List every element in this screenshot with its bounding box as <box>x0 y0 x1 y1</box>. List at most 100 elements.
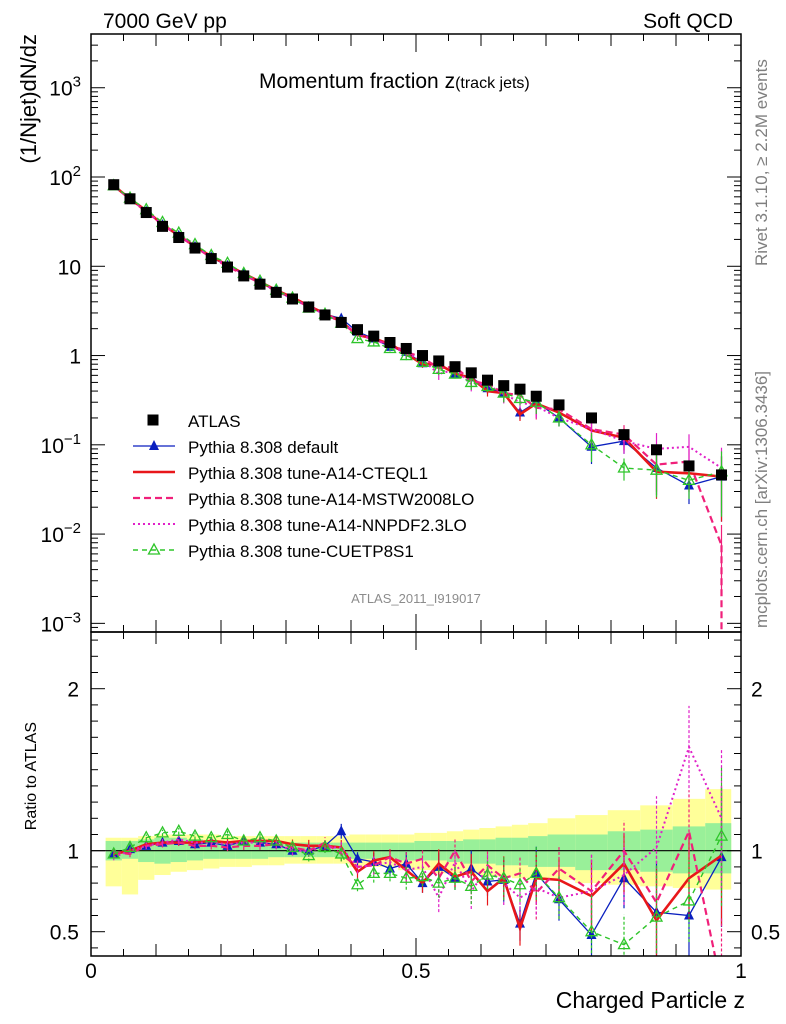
atlas-data-point <box>716 469 727 481</box>
ratio-y-tick-label: 0.5 <box>50 922 79 945</box>
band-inner <box>398 842 415 861</box>
y-tick-label: 10−2 <box>41 520 81 547</box>
ratio-point <box>480 867 495 880</box>
ratio-y-tick-label-right: 0.5 <box>751 922 780 945</box>
ratio-point <box>682 893 696 906</box>
legend-label: Pythia 8.308 tune-CUETP8S1 <box>188 542 414 561</box>
atlas-data-point <box>173 232 185 244</box>
ratio-y-tick-label-right: 2 <box>751 679 763 702</box>
band-inner <box>528 836 548 867</box>
ratio-point <box>367 866 381 879</box>
atlas-data-point <box>683 460 695 472</box>
ratio-point <box>513 877 527 890</box>
ratio-y-axis-title: Ratio to ATLAS <box>23 722 40 830</box>
ratio-line-a14_mstw <box>113 827 717 956</box>
ratio-y-tick-label: 2 <box>67 679 79 702</box>
ratio-point <box>649 909 664 922</box>
atlas-data-point <box>303 301 315 313</box>
ratio-line-cuetp8s1 <box>113 830 723 946</box>
main-line-a14_mstw <box>113 184 723 546</box>
atlas-data-point <box>335 316 347 328</box>
main-point <box>464 375 478 388</box>
atlas-data-point <box>205 253 217 265</box>
legend-label: Pythia 8.308 tune-A14-NNPDF2.3LO <box>188 516 467 535</box>
ratio-point <box>318 840 332 853</box>
ratio-point <box>383 866 397 879</box>
y-axis-title: (1/Njet)dN/dz <box>16 34 41 164</box>
ratio-point <box>584 924 599 937</box>
main-point <box>682 472 696 485</box>
legend-label: Pythia 8.308 default <box>188 438 339 457</box>
header-left: 7000 GeV pp <box>103 10 227 33</box>
atlas-data-point <box>465 367 477 379</box>
main-point <box>552 410 566 423</box>
atlas-data-point <box>222 261 233 273</box>
main-point <box>513 391 527 404</box>
ratio-point <box>155 825 170 838</box>
ratio-point <box>285 840 300 853</box>
ratio-point <box>220 827 235 840</box>
atlas-data-point <box>530 390 542 402</box>
rivet-label: Rivet 3.1.10, ≥ 2.2M events <box>752 59 771 266</box>
atlas-data-point <box>140 207 152 219</box>
header-right: Soft QCD <box>643 10 733 33</box>
ratio-point <box>552 890 566 903</box>
ratio-point <box>432 875 446 888</box>
main-point <box>432 362 446 375</box>
y-tick-label: 10−3 <box>41 609 81 636</box>
atlas-data-point <box>157 220 168 232</box>
ratio-point <box>253 830 267 843</box>
ratio-point <box>586 928 597 939</box>
atlas-data-point <box>108 179 120 191</box>
mcplots-label: mcplots.cern.ch [arXiv:1306.3436] <box>752 370 771 628</box>
y-tick-label: 10 <box>58 256 81 279</box>
main-point <box>584 437 599 450</box>
ratio-point <box>464 878 478 891</box>
x-tick-label: 0 <box>85 960 97 983</box>
atlas-data-point <box>254 278 266 290</box>
main-line-cuetp8s1 <box>113 185 722 482</box>
atlas-data-point <box>498 380 510 392</box>
ratio-point <box>188 828 202 841</box>
main-point <box>350 331 365 344</box>
atlas-data-point <box>400 342 412 354</box>
atlas-data-point <box>417 350 428 362</box>
legend-label: Pythia 8.308 tune-A14-CTEQL1 <box>188 464 428 483</box>
ratio-point <box>269 833 283 846</box>
ratio-point <box>204 830 218 843</box>
x-axis-title: Charged Particle z <box>556 987 745 1013</box>
main-point <box>415 354 430 367</box>
ratio-point <box>350 877 365 890</box>
ratio-point <box>302 848 316 861</box>
ratio-point <box>172 823 186 836</box>
atlas-data-point <box>384 337 396 349</box>
x-tick-label: 0.5 <box>401 960 430 983</box>
atlas-data-point <box>270 286 282 298</box>
ratio-point <box>139 830 153 843</box>
atlas-data-point <box>189 242 201 254</box>
ratio-point <box>714 828 729 841</box>
y-tick-label: 1 <box>69 346 81 369</box>
band-inner <box>705 823 732 874</box>
atlas-data-point <box>449 361 461 373</box>
ratio-point <box>617 937 631 950</box>
ratio-point <box>336 825 347 836</box>
legend-marker-default <box>149 440 159 450</box>
legend-marker-atlas <box>147 414 159 426</box>
main-line-a14_cteql1 <box>112 184 722 478</box>
legend-label: Pythia 8.308 tune-A14-MSTW2008LO <box>188 490 474 509</box>
legend-marker-cuetp8s1 <box>147 542 161 555</box>
atlas-data-point <box>319 309 331 321</box>
atlas-data-point <box>352 324 363 336</box>
main-point <box>399 348 413 361</box>
atlas-data-point <box>368 330 380 342</box>
atlas-data-point <box>124 193 136 205</box>
atlas-data-point <box>618 429 630 441</box>
ratio-line-a14_cteql1 <box>113 839 723 933</box>
plot-title: Momentum fraction z(track jets) <box>259 70 530 93</box>
ratio-plot-frame <box>90 631 742 957</box>
atlas-data-point <box>238 270 250 282</box>
atlas-data-point <box>586 412 597 424</box>
y-tick-label: 102 <box>49 163 81 190</box>
